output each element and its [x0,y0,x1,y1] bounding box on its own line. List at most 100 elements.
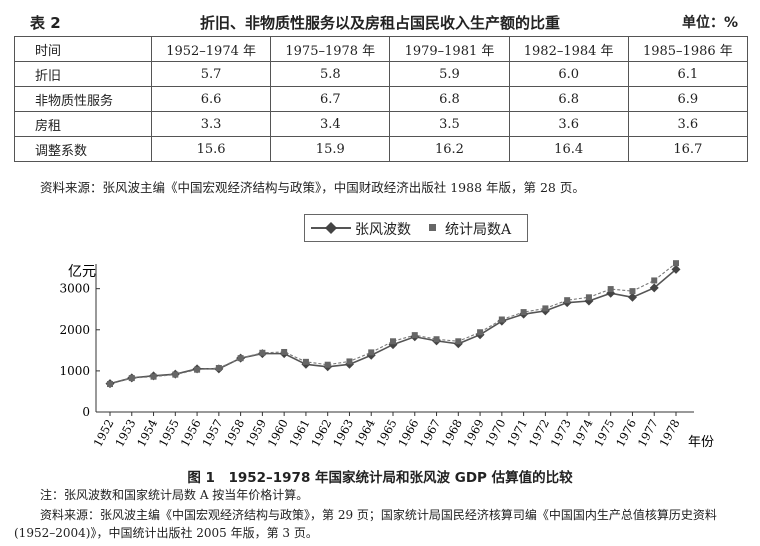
legend-square-marker [429,224,436,231]
x-tick-label: 1957 [199,417,225,449]
data-point-square [477,329,484,336]
table-unit: 单位：% [681,15,738,31]
data-point-square [564,297,571,304]
table-header-cell: 1975–1978 年 [270,36,391,62]
legend-label-series-2: 统计局数A [445,222,512,238]
x-tick-label: 1974 [569,417,595,449]
table-cell: 5.7 [150,61,272,87]
data-point-square [520,309,527,316]
table-label: 表 2 [30,14,61,32]
x-tick-label: 1968 [439,417,465,449]
table-cell: 3.6 [508,111,629,137]
data-point-square [390,338,396,345]
x-tick-label: 1961 [286,417,312,449]
figure-note: 注：张风波数和国家统计局数 A 按当年价格计算。 [40,488,309,502]
table-cell: 3.3 [150,111,272,137]
data-point-square [498,316,505,323]
data-point-diamond [649,283,659,293]
y-axis-label: 亿元 [68,264,96,280]
data-point-square [107,381,113,388]
table-cell: 折旧 [14,61,152,87]
data-point-square [150,373,157,380]
table-header-cell: 1979–1981 年 [389,36,510,62]
table-cell: 5.8 [270,61,391,87]
table-cell: 6.0 [508,61,629,87]
data-point-square [237,355,244,362]
chart-legend: 张风波数 统计局数A [304,214,528,242]
x-tick-label: 1973 [548,417,574,449]
x-axis-label: 年份 [688,435,714,450]
data-point-square [629,288,636,295]
data-point-square [259,349,266,356]
x-tick-label: 1958 [221,417,247,449]
table-row: 折旧 5.7 5.8 5.9 6.0 6.1 [14,61,749,87]
x-tick-label: 1954 [134,417,160,449]
data-point-square [302,358,309,365]
x-tick-label: 1975 [591,417,617,449]
table-row: 调整系数 15.6 15.9 16.2 16.4 16.7 [14,136,749,162]
x-tick-label: 1955 [156,417,182,449]
x-tick-label: 1978 [657,417,683,449]
chart-series [105,260,681,389]
x-tick-label: 1956 [178,417,204,449]
x-tick-label: 1976 [613,417,639,449]
table-cell: 15.6 [150,136,272,162]
table-header-row: 时间 1952–1974 年 1975–1978 年 1979–1981 年 1… [14,36,749,62]
table-cell: 3.6 [627,111,749,137]
table-cell: 16.7 [627,136,749,162]
data-point-square [455,338,462,345]
gdp-line-chart: 0100020003000195219531954195519561957195… [59,260,714,450]
data-point-square [281,348,288,355]
table-cell: 6.8 [389,86,510,112]
x-tick-label: 1972 [526,417,552,449]
data-point-square [368,349,375,356]
legend-diamond-marker [311,222,351,234]
table-cell: 16.2 [389,136,510,162]
x-tick-label: 1953 [112,417,138,449]
x-tick-label: 1977 [635,417,661,449]
figure-source-line-2: (1952–2004)》，中国统计出版社 2005 年版，第 3 页。 [14,526,318,540]
table-source-note: 资料来源：张风波主编《中国宏观经济结构与政策》，中国财政经济出版社 1988 年… [40,180,585,195]
table-cell: 非物质性服务 [14,86,152,112]
x-tick-label: 1960 [265,417,291,449]
data-point-square [433,336,440,343]
data-point-square [346,358,353,365]
data-point-square [324,361,331,368]
data-point-diamond [388,340,398,350]
legend-label-series-1: 张风波数 [355,222,411,238]
x-tick-label: 1969 [461,417,487,449]
table-cell: 16.4 [508,136,629,162]
data-table: 时间 1952–1974 年 1975–1978 年 1979–1981 年 1… [14,36,749,162]
data-point-square [215,365,222,372]
table-cell: 6.7 [270,86,391,112]
table-cell: 3.5 [389,111,510,137]
x-tick-label: 1967 [417,417,443,449]
y-tick-label: 2000 [59,323,90,337]
y-tick-label: 1000 [59,364,90,378]
table-cell: 调整系数 [14,136,152,162]
table-header-cell: 1952–1974 年 [150,36,272,62]
y-tick-label: 3000 [59,282,90,296]
table-title: 折旧、非物质性服务以及房租占国民收入生产额的比重 [199,14,560,32]
figure-caption: 图 1 1952–1978 年国家统计局和张风波 GDP 估算值的比较 [187,470,573,486]
table-cell: 6.1 [627,61,749,87]
table-cell: 3.4 [270,111,391,137]
table-header-cell: 1982–1984 年 [508,36,629,62]
table-cell: 6.9 [627,86,749,112]
x-tick-label: 1952 [91,417,117,449]
table-cell: 6.8 [508,86,629,112]
table-row: 房租 3.3 3.4 3.5 3.6 3.6 [14,111,749,137]
x-tick-label: 1963 [330,417,356,449]
series-line-1 [109,268,677,385]
data-point-square [585,294,592,301]
data-point-square [651,277,658,284]
table-cell: 15.9 [270,136,391,162]
x-tick-label: 1959 [243,417,269,449]
table-header-cell: 1985–1986 年 [627,36,749,62]
x-tick-label: 1965 [374,417,400,449]
table-row: 非物质性服务 6.6 6.7 6.8 6.8 6.9 [14,86,749,112]
data-point-square [607,286,614,293]
x-tick-label: 1964 [352,417,378,449]
chart-axes: 0100020003000195219531954195519561957195… [59,264,694,449]
data-point-square [128,375,135,382]
